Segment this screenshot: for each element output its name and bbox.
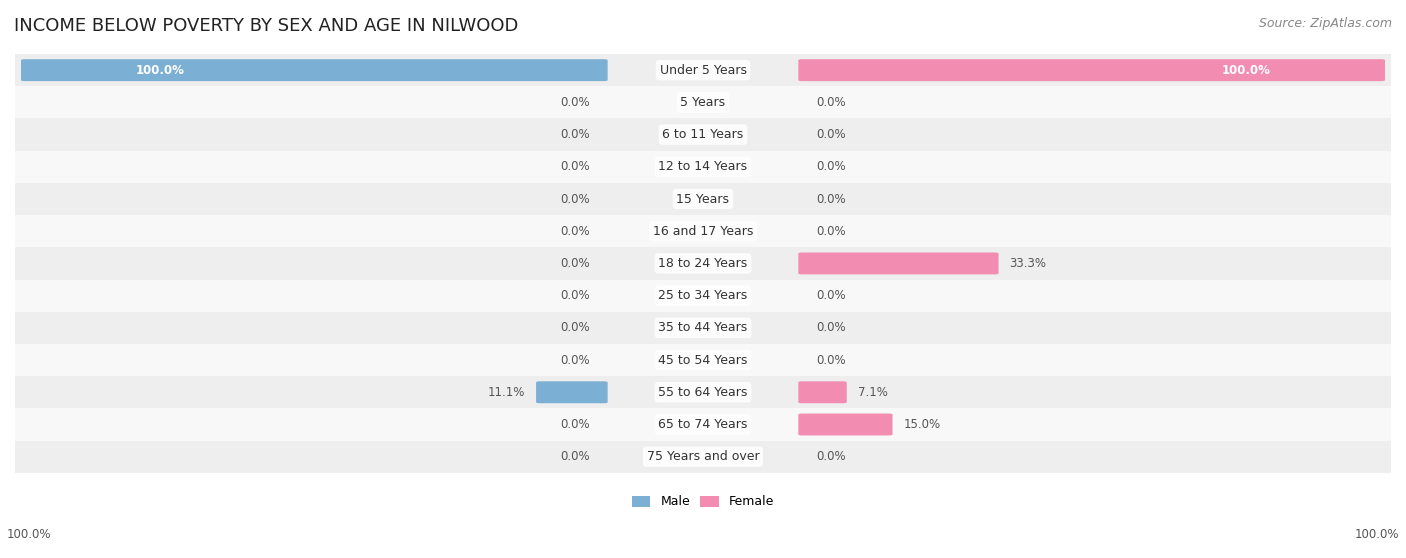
Bar: [15, 215, 1391, 247]
Text: 18 to 24 Years: 18 to 24 Years: [658, 257, 748, 270]
Text: 15.0%: 15.0%: [904, 418, 941, 431]
FancyBboxPatch shape: [536, 381, 607, 403]
Text: 6 to 11 Years: 6 to 11 Years: [662, 128, 744, 141]
Text: 0.0%: 0.0%: [560, 321, 589, 334]
Text: 0.0%: 0.0%: [817, 193, 846, 205]
Text: 33.3%: 33.3%: [1010, 257, 1046, 270]
Bar: [15, 54, 1391, 86]
Text: 15 Years: 15 Years: [676, 193, 730, 205]
Bar: [15, 408, 1391, 441]
Bar: [15, 376, 1391, 408]
Text: 0.0%: 0.0%: [560, 160, 589, 174]
Text: 12 to 14 Years: 12 to 14 Years: [658, 160, 748, 174]
Bar: [15, 344, 1391, 376]
Text: 0.0%: 0.0%: [817, 450, 846, 463]
Text: 0.0%: 0.0%: [560, 128, 589, 141]
Text: 0.0%: 0.0%: [560, 193, 589, 205]
Text: 0.0%: 0.0%: [817, 160, 846, 174]
Bar: [15, 151, 1391, 183]
Text: 5 Years: 5 Years: [681, 96, 725, 109]
Text: 100.0%: 100.0%: [136, 64, 184, 76]
Text: Under 5 Years: Under 5 Years: [659, 64, 747, 76]
Text: 0.0%: 0.0%: [560, 257, 589, 270]
FancyBboxPatch shape: [799, 252, 998, 275]
Bar: [15, 118, 1391, 151]
Text: 45 to 54 Years: 45 to 54 Years: [658, 354, 748, 367]
Text: 0.0%: 0.0%: [817, 225, 846, 238]
Text: 65 to 74 Years: 65 to 74 Years: [658, 418, 748, 431]
Text: 16 and 17 Years: 16 and 17 Years: [652, 225, 754, 238]
Bar: [15, 312, 1391, 344]
Text: 0.0%: 0.0%: [560, 354, 589, 367]
Text: 0.0%: 0.0%: [560, 96, 589, 109]
FancyBboxPatch shape: [799, 381, 846, 403]
Text: 0.0%: 0.0%: [560, 225, 589, 238]
Legend: Male, Female: Male, Female: [631, 496, 775, 508]
Text: 0.0%: 0.0%: [560, 450, 589, 463]
Text: 7.1%: 7.1%: [858, 386, 887, 399]
FancyBboxPatch shape: [799, 413, 893, 435]
FancyBboxPatch shape: [799, 59, 1385, 81]
FancyBboxPatch shape: [21, 59, 607, 81]
Bar: [15, 441, 1391, 473]
Bar: [15, 280, 1391, 312]
Bar: [15, 183, 1391, 215]
Bar: [15, 247, 1391, 280]
Text: 0.0%: 0.0%: [817, 321, 846, 334]
Text: INCOME BELOW POVERTY BY SEX AND AGE IN NILWOOD: INCOME BELOW POVERTY BY SEX AND AGE IN N…: [14, 17, 519, 35]
Text: 0.0%: 0.0%: [817, 128, 846, 141]
Text: 0.0%: 0.0%: [560, 418, 589, 431]
Text: 75 Years and over: 75 Years and over: [647, 450, 759, 463]
Text: 35 to 44 Years: 35 to 44 Years: [658, 321, 748, 334]
Bar: [15, 86, 1391, 118]
Text: 25 to 34 Years: 25 to 34 Years: [658, 289, 748, 302]
Text: 0.0%: 0.0%: [817, 354, 846, 367]
Text: 100.0%: 100.0%: [7, 528, 52, 541]
Text: 55 to 64 Years: 55 to 64 Years: [658, 386, 748, 399]
Text: 11.1%: 11.1%: [488, 386, 526, 399]
Text: 100.0%: 100.0%: [1354, 528, 1399, 541]
Text: Source: ZipAtlas.com: Source: ZipAtlas.com: [1258, 17, 1392, 30]
Text: 0.0%: 0.0%: [560, 289, 589, 302]
Text: 0.0%: 0.0%: [817, 96, 846, 109]
Text: 100.0%: 100.0%: [1222, 64, 1270, 76]
Text: 0.0%: 0.0%: [817, 289, 846, 302]
